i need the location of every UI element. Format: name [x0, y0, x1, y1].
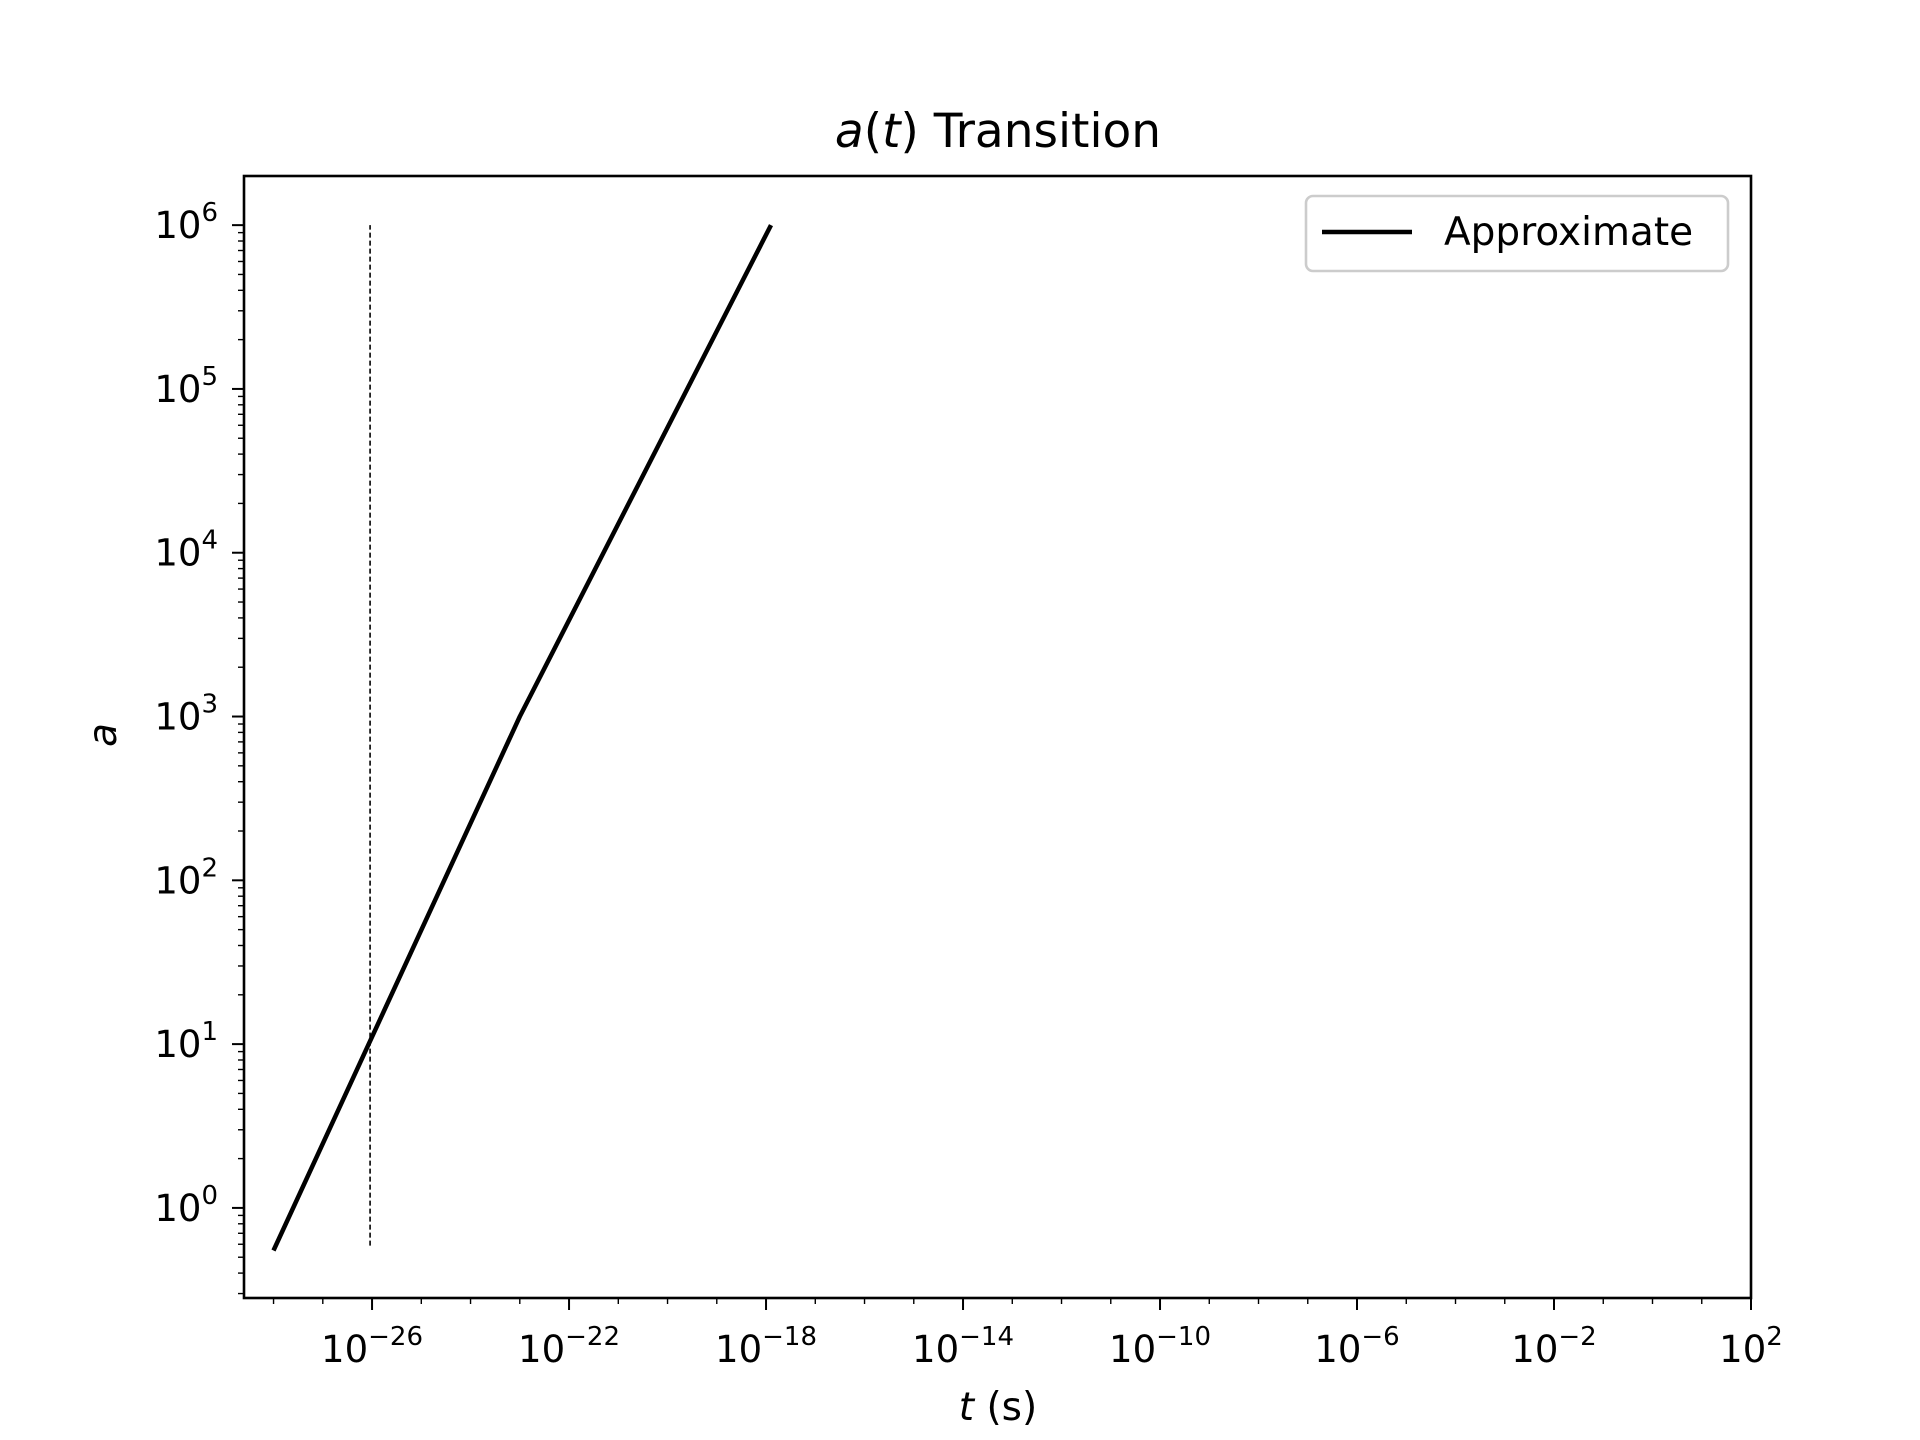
y-tick-base: 10 [154, 368, 201, 411]
x-tick-label: 10−10 [1109, 1322, 1211, 1371]
y-tick-base: 10 [154, 1023, 201, 1066]
chart-title-close: ) [901, 104, 919, 159]
y-tick-label: 101 [154, 1017, 218, 1066]
x-tick-label: 10−6 [1314, 1322, 1399, 1371]
x-tick-exponent: −14 [959, 1322, 1014, 1352]
plot-lines [271, 224, 774, 1252]
x-tick-label: 102 [1719, 1322, 1783, 1371]
chart-title-rest: Transition [919, 104, 1161, 159]
x-axis-ticks: 10−26 10−22 10−18 10−14 10−10 10−6 10−2 102 [272, 1298, 1783, 1371]
x-tick-label: 10−2 [1511, 1322, 1596, 1371]
y-tick-label: 100 [154, 1181, 218, 1230]
y-tick-label: 103 [154, 690, 218, 739]
x-tick-exponent: −26 [368, 1322, 423, 1352]
x-tick-label: 10−18 [715, 1322, 817, 1371]
x-axis-title: t (s) [959, 1385, 1037, 1430]
x-tick-label: 10−26 [321, 1322, 423, 1371]
y-tick-exponent: 6 [201, 198, 218, 228]
x-tick-base: 10 [1109, 1328, 1156, 1371]
y-tick-exponent: 3 [201, 690, 218, 720]
x-tick-label: 10−14 [912, 1322, 1014, 1371]
y-tick-base: 10 [154, 1187, 201, 1230]
legend-label-approximate: Approximate [1444, 210, 1693, 255]
y-axis-title: a [81, 723, 126, 747]
x-tick-exponent: −6 [1361, 1322, 1399, 1352]
y-tick-label: 105 [154, 362, 218, 411]
series-line-approximate [271, 224, 774, 1252]
y-tick-label: 102 [154, 853, 218, 902]
plot-area-frame [242, 174, 1753, 1300]
x-tick-base: 10 [1511, 1328, 1558, 1371]
x-tick-exponent: −2 [1558, 1322, 1596, 1352]
x-axis-title-rest: (s) [974, 1385, 1037, 1430]
x-tick-base: 10 [1314, 1328, 1361, 1371]
x-tick-exponent: −18 [762, 1322, 817, 1352]
x-tick-base: 10 [518, 1328, 565, 1371]
x-tick-base: 10 [912, 1328, 959, 1371]
y-tick-label: 104 [154, 526, 218, 575]
y-tick-exponent: 0 [201, 1181, 218, 1211]
y-tick-label: 106 [154, 198, 218, 247]
legend: Approximate [1304, 194, 1730, 273]
y-tick-exponent: 1 [201, 1017, 218, 1047]
x-tick-exponent: −10 [1156, 1322, 1211, 1352]
x-tick-exponent: 2 [1766, 1322, 1783, 1352]
y-tick-exponent: 2 [201, 853, 218, 883]
y-tick-exponent: 4 [201, 526, 218, 556]
y-tick-base: 10 [154, 204, 201, 247]
x-tick-exponent: −22 [565, 1322, 620, 1352]
x-tick-label: 10−22 [518, 1322, 620, 1371]
chart-title-arg: t [882, 104, 902, 159]
x-tick-base: 10 [715, 1328, 762, 1371]
x-axis-title-var: t [959, 1385, 976, 1430]
y-tick-base: 10 [154, 532, 201, 575]
chart-title-var: a [835, 104, 864, 159]
chart-title: a(t) Transition [835, 104, 1161, 159]
x-tick-base: 10 [1719, 1328, 1766, 1371]
x-tick-base: 10 [321, 1328, 368, 1371]
y-tick-base: 10 [154, 859, 201, 902]
y-tick-exponent: 5 [201, 362, 218, 392]
legend-box [1304, 194, 1730, 273]
chart-title-open: ( [864, 104, 882, 159]
y-tick-base: 10 [154, 696, 201, 739]
